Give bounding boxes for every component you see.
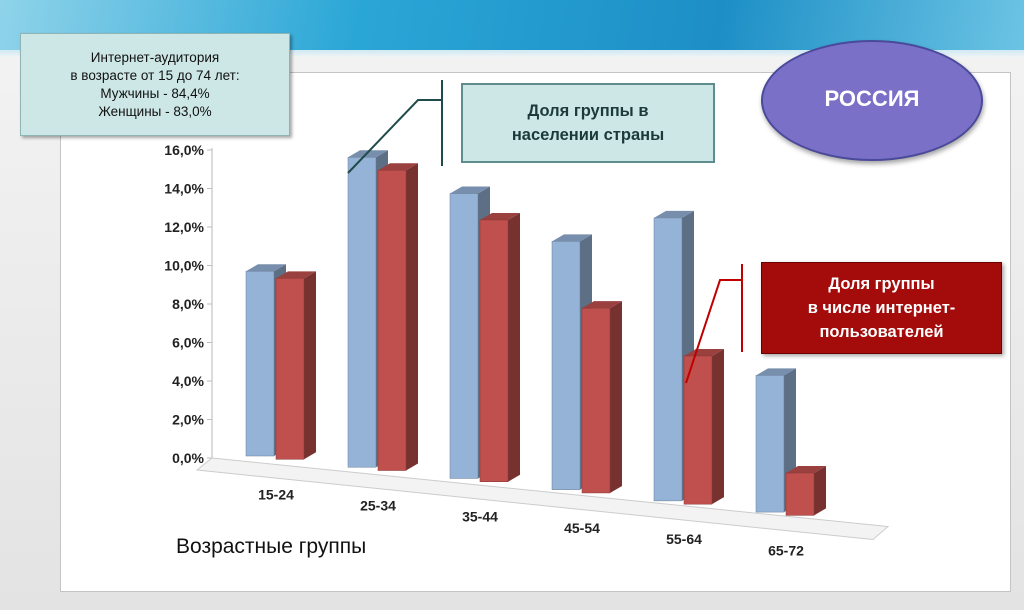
info-line-2: в возрасте от 15 до 74 лет: xyxy=(70,68,240,83)
bar-side xyxy=(814,466,826,516)
x-tick-label: 45-54 xyxy=(564,520,600,536)
x-tick-label: 55-64 xyxy=(666,531,702,547)
info-line-4: Женщины - 83,0% xyxy=(98,104,212,119)
callout-internet-line-1: Доля группы xyxy=(828,275,935,293)
bar xyxy=(347,157,377,468)
y-tick-label: 6,0% xyxy=(172,335,204,351)
bar xyxy=(377,169,407,471)
bar xyxy=(245,270,275,457)
bar-top xyxy=(246,264,286,272)
bar-top xyxy=(756,368,796,376)
bar xyxy=(479,219,509,482)
bar xyxy=(653,217,683,502)
info-line-3: Мужчины - 84,4% xyxy=(100,86,210,101)
info-line-1: Интернет-аудитория xyxy=(90,50,220,65)
y-tick-label: 10,0% xyxy=(164,258,204,274)
internet-leader-line xyxy=(685,279,742,384)
bar-top xyxy=(684,348,724,356)
country-label: РОССИЯ xyxy=(824,86,920,111)
y-tick-label: 8,0% xyxy=(172,296,204,312)
callout-population-line-1: Доля группы в xyxy=(527,102,649,120)
bar-top xyxy=(786,466,826,474)
bar-side xyxy=(406,163,418,471)
chart-floor xyxy=(195,457,890,541)
y-tick-label: 16,0% xyxy=(164,142,204,158)
y-tick-label: 4,0% xyxy=(172,373,204,389)
country-badge: РОССИЯ xyxy=(761,40,983,161)
bar-side xyxy=(712,348,724,505)
y-tick-label: 0,0% xyxy=(172,450,204,466)
bar-top xyxy=(450,186,490,194)
x-axis-title: Возрастные группы xyxy=(176,535,367,558)
x-tick-label: 25-34 xyxy=(360,498,396,514)
bar-side xyxy=(508,212,520,482)
audience-info-box: Интернет-аудитория в возрасте от 15 до 7… xyxy=(20,33,290,136)
bar xyxy=(275,278,305,460)
population-leader-line xyxy=(347,99,442,174)
bar-side xyxy=(304,271,316,460)
y-tick-label: 2,0% xyxy=(172,412,204,428)
bar xyxy=(683,355,713,505)
bar-side xyxy=(610,301,622,493)
bar xyxy=(449,193,479,479)
bar-top xyxy=(348,150,388,158)
bar-top xyxy=(480,212,520,220)
x-tick-label: 65-72 xyxy=(768,542,804,558)
bar xyxy=(755,375,785,513)
x-tick-label: 35-44 xyxy=(462,509,498,525)
legend-internet-callout: Доля группы в числе интернет- пользовате… xyxy=(761,262,1002,354)
bar-top xyxy=(654,210,694,218)
legend-population-callout: Доля группы в населении страны xyxy=(461,83,715,163)
y-tick-label: 14,0% xyxy=(164,181,204,197)
callout-population-line-2: населении страны xyxy=(511,126,665,144)
bar-top xyxy=(378,163,418,171)
bar-top xyxy=(582,301,622,309)
y-tick-label: 12,0% xyxy=(164,219,204,235)
bar xyxy=(581,307,611,494)
bar xyxy=(785,472,815,516)
x-tick-label: 15-24 xyxy=(258,486,294,502)
callout-internet-line-3: пользователей xyxy=(819,323,944,341)
bar xyxy=(551,241,581,490)
callout-internet-line-2: в числе интернет- xyxy=(807,299,956,317)
bar-top xyxy=(552,234,592,242)
bar-top xyxy=(276,271,316,279)
